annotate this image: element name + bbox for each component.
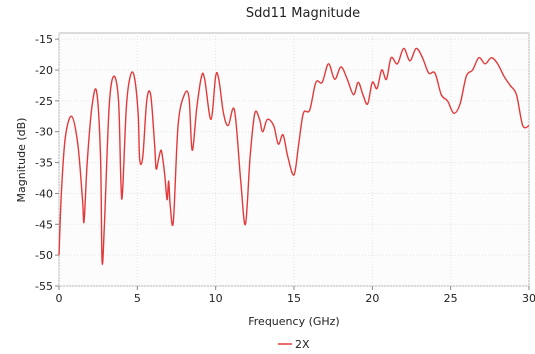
y-tick-label: -55 [35, 280, 53, 293]
y-tick-label: -35 [35, 157, 53, 170]
x-axis-label: Frequency (GHz) [248, 315, 339, 328]
legend-label-2x: 2X [295, 338, 310, 351]
y-tick-label: -20 [35, 64, 53, 77]
x-axis-ticks: 0 5 10 15 20 25 30 [56, 286, 535, 305]
y-axis-label: Magnitude (dB) [15, 118, 28, 203]
x-tick-label: 5 [134, 292, 141, 305]
x-tick-label: 0 [56, 292, 63, 305]
y-axis-ticks: -15 -20 -25 -30 -35 -40 -45 -50 -55 [35, 33, 59, 293]
y-tick-label: -50 [35, 249, 53, 262]
chart-title: Sdd11 Magnitude [246, 6, 360, 21]
x-tick-label: 15 [287, 292, 301, 305]
x-tick-label: 10 [209, 292, 223, 305]
y-tick-label: -15 [35, 33, 53, 46]
y-tick-label: -25 [35, 95, 53, 108]
series-line-2x [58, 47, 530, 265]
series-layer [58, 47, 530, 265]
y-tick-label: -40 [35, 187, 53, 200]
y-tick-label: -30 [35, 126, 53, 139]
y-tick-label: -45 [35, 218, 53, 231]
x-tick-label: 20 [365, 292, 379, 305]
x-tick-label: 30 [522, 292, 535, 305]
x-tick-label: 25 [444, 292, 458, 305]
legend: 2X [278, 338, 310, 351]
